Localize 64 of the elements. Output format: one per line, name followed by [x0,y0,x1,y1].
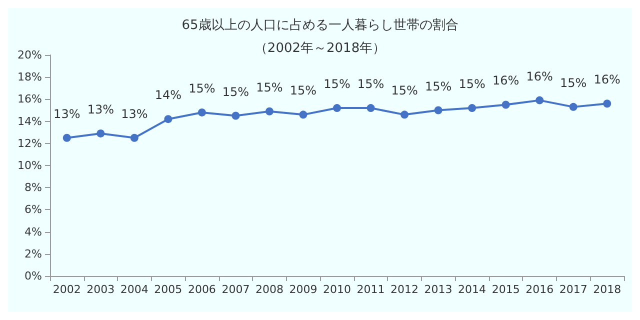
x-tick-label: 2010 [323,283,351,296]
point [536,96,544,104]
y-tick-label: 20% [18,48,42,62]
y-tick-label: 10% [18,159,42,172]
point [603,100,612,108]
data-label: 13% [121,106,148,121]
x-tick-label: 2012 [390,283,419,296]
y-tick-label: 6% [24,203,42,216]
point [434,106,442,114]
y-tick-label: 16% [18,92,42,106]
x-tick-label: 2014 [458,283,486,296]
chart-title: 65歳以上の人口に占める一人暮らし世帯の割合 [182,18,458,33]
x-tick-label: 2007 [222,283,250,296]
x-tick-label: 2009 [289,283,318,296]
data-label: 15% [290,84,317,98]
data-label: 15% [357,77,384,92]
data-label: 16% [492,74,520,88]
x-tick-label: 2008 [255,283,284,296]
x-tick-label: 2002 [52,283,81,296]
point [569,102,578,111]
point [299,110,308,119]
point [400,110,409,119]
point [333,104,341,112]
y-tick-label: 12% [18,136,42,150]
data-label: 15% [458,77,486,92]
data-label: 15% [222,84,250,99]
data-label: 13% [87,102,114,116]
data-label: 15% [391,84,418,98]
y-tick-label: 4% [24,225,42,238]
x-tick-label: 2015 [492,283,520,296]
x-tick-label: 2018 [593,283,622,296]
point [468,104,476,112]
data-label: 15% [560,76,587,90]
point [366,104,375,112]
x-tick-label: 2006 [188,283,216,296]
x-tick-label: 2017 [559,283,588,296]
x-tick-label: 2016 [526,283,554,296]
data-label: 15% [188,81,216,96]
point [265,107,274,116]
point [198,108,206,116]
y-tick-label: 2% [24,247,42,260]
point [130,134,138,142]
x-tick-label: 2005 [154,283,182,296]
y-tick-label: 0% [24,270,42,282]
y-tick-label: 18% [18,70,42,84]
point [502,100,510,109]
data-label: 15% [324,77,350,92]
y-tick-label: 8% [24,181,42,194]
data-label: 13% [54,106,80,121]
data-label: 15% [424,79,452,94]
x-tick-label: 2003 [86,283,115,296]
x-tick-label: 2004 [120,283,148,296]
data-label: 15% [256,80,283,94]
data-label: 14% [154,88,182,102]
point [96,129,105,138]
chart-subtitle: （2002年～2018年） [254,41,386,56]
x-tick-label: 2011 [356,283,385,296]
data-label: 16% [594,72,620,87]
data-label: 16% [526,69,553,84]
point [164,115,172,124]
point [62,134,71,142]
point [232,112,240,120]
y-tick-label: 14% [18,114,42,128]
x-tick-label: 2013 [424,283,452,296]
